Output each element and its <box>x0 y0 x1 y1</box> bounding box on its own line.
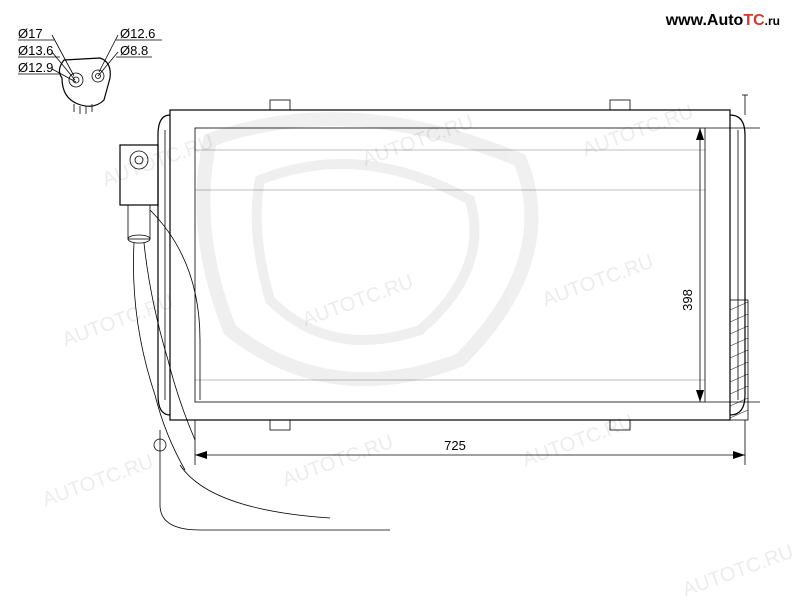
callout-d12-6: Ø12.6 <box>120 26 155 41</box>
dim-width: 725 <box>195 420 745 465</box>
right-top-pipe <box>742 95 748 115</box>
callout-leaders-right <box>98 35 118 76</box>
mount-tab-bottom-right <box>610 420 630 430</box>
callout-d13-6: Ø13.6 <box>18 43 53 58</box>
callout-leaders-left <box>52 35 76 82</box>
dim-width-value: 725 <box>444 438 466 453</box>
flange-detail <box>59 58 110 114</box>
mount-tab-top-left <box>270 100 290 110</box>
mount-tab-top-right <box>610 100 630 110</box>
radiator-outer <box>170 110 730 420</box>
background-logo <box>203 119 531 379</box>
callout-d12-9: Ø12.9 <box>18 60 53 75</box>
dim-height-value: 398 <box>680 289 695 311</box>
callout-d8-8: Ø8.8 <box>120 43 148 58</box>
left-tank <box>158 115 170 415</box>
mount-tab-bottom-left <box>270 420 290 430</box>
right-tank <box>730 115 745 415</box>
technical-drawing: Ø17 Ø13.6 Ø12.9 Ø12.6 Ø8.8 725 398 <box>0 0 800 600</box>
callout-d17: Ø17 <box>18 26 43 41</box>
